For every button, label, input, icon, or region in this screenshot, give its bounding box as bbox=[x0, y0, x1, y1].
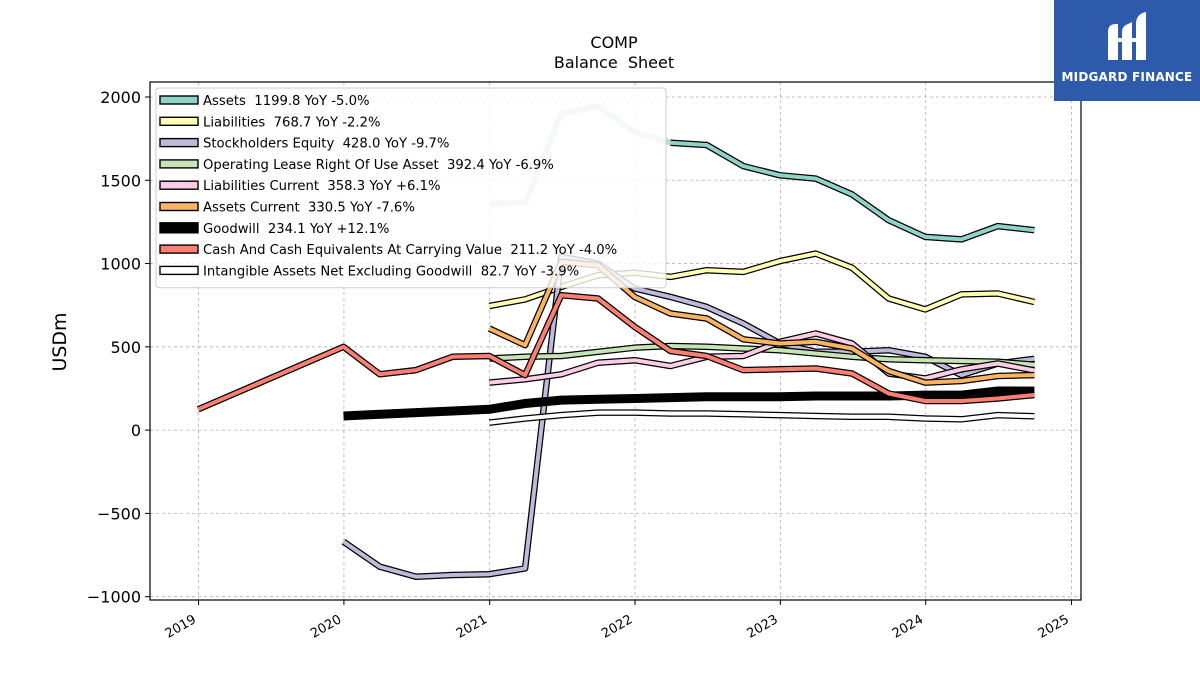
legend-label: Goodwill 234.1 YoY +12.1% bbox=[203, 222, 389, 237]
legend-swatch bbox=[159, 201, 199, 212]
legend-swatch bbox=[159, 265, 199, 276]
brand-name: MIDGARD FINANCE bbox=[1061, 70, 1193, 84]
y-tick-label: −1000 bbox=[87, 588, 141, 607]
legend-swatch bbox=[159, 95, 199, 105]
x-tick-label: 2019 bbox=[163, 612, 199, 642]
chart-title: COMP bbox=[590, 33, 638, 52]
x-tick-label: 2025 bbox=[1036, 612, 1072, 642]
legend-label: Assets 1199.8 YoY -5.0% bbox=[203, 94, 370, 109]
legend-label: Stockholders Equity 428.0 YoY -9.7% bbox=[203, 137, 449, 152]
midgard-logo-icon bbox=[1108, 12, 1146, 60]
x-tick-label: 2021 bbox=[454, 612, 490, 642]
legend-swatch bbox=[159, 137, 199, 148]
legend-swatch bbox=[159, 180, 199, 190]
y-tick-label: 0 bbox=[131, 421, 141, 440]
series-cash-and-cash-equivalents-at-carrying-value-line bbox=[197, 293, 1035, 412]
y-tick-label: 1500 bbox=[100, 171, 141, 190]
legend-swatch bbox=[159, 159, 199, 169]
legend-label: Assets Current 330.5 YoY -7.6% bbox=[203, 201, 415, 216]
y-axis-label: USDm bbox=[49, 312, 71, 371]
y-tick-label: 1000 bbox=[100, 255, 141, 274]
legend-swatch bbox=[159, 244, 199, 254]
y-tick-label: 500 bbox=[110, 338, 141, 357]
series-goodwill-line bbox=[343, 386, 1035, 421]
legend-label: Intangible Assets Net Excluding Goodwill… bbox=[203, 264, 579, 279]
legend-swatch bbox=[159, 116, 199, 127]
legend-label: Cash And Cash Equivalents At Carrying Va… bbox=[203, 243, 617, 258]
legend-box bbox=[155, 87, 667, 289]
chart-subtitle: Balance Sheet bbox=[554, 53, 674, 72]
y-tick-label: −500 bbox=[97, 504, 141, 523]
series-intangible-assets-net-excluding-goodwill-line bbox=[489, 410, 1035, 425]
x-tick-label: 2024 bbox=[890, 612, 926, 642]
legend-label: Liabilities 768.7 YoY -2.2% bbox=[203, 115, 380, 130]
plot-frame bbox=[149, 81, 1082, 601]
x-tick-label: 2022 bbox=[599, 612, 635, 642]
series-assets-line bbox=[670, 140, 1035, 242]
legend-label: Liabilities Current 358.3 YoY +6.1% bbox=[203, 179, 441, 194]
series-liabilities-current-line bbox=[489, 331, 1035, 385]
legend-label: Operating Lease Right Of Use Asset 392.4… bbox=[203, 158, 554, 173]
y-tick-label: 2000 bbox=[100, 88, 141, 107]
series-stockholders-equity-line bbox=[342, 254, 1035, 579]
legend-swatch bbox=[159, 222, 199, 234]
brand-logo: MIDGARD FINANCE bbox=[1054, 0, 1200, 101]
x-tick-label: 2023 bbox=[745, 612, 781, 642]
x-tick-label: 2020 bbox=[308, 612, 344, 642]
legend: Assets 1199.8 YoY -5.0% Liabilities 768.7… bbox=[155, 87, 667, 289]
